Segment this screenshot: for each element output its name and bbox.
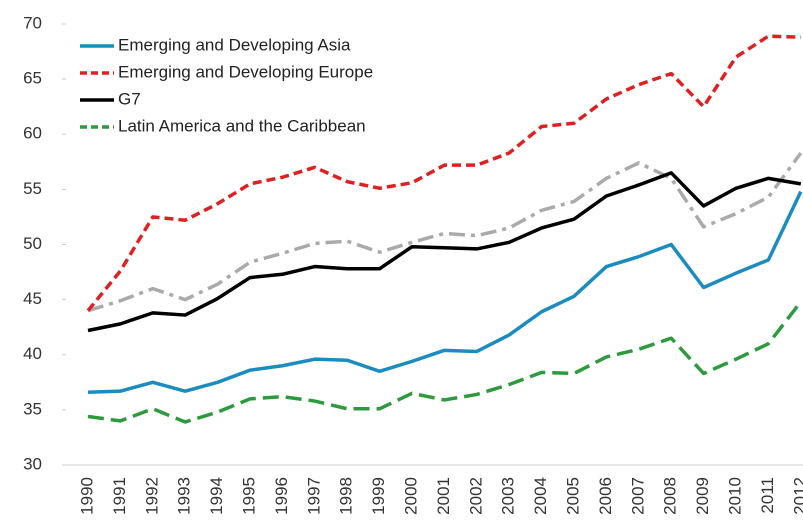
y-tick-label: 60 xyxy=(23,124,42,143)
series-line xyxy=(87,190,803,394)
x-tick-label: 1991 xyxy=(110,477,129,515)
y-tick-label: 45 xyxy=(23,289,42,308)
x-tick-label: 1993 xyxy=(175,477,194,515)
x-tick-label: 2000 xyxy=(401,477,420,515)
x-tick-label: 1995 xyxy=(239,477,258,515)
series-line xyxy=(87,171,802,333)
legend-label: G7 xyxy=(118,89,141,108)
x-tick-label: 2011 xyxy=(758,477,777,514)
x-tick-label: 2007 xyxy=(628,477,647,515)
x-tick-label: 1990 xyxy=(77,477,96,515)
x-tick-label: 1999 xyxy=(369,477,388,515)
x-tick-label: 2005 xyxy=(563,477,582,515)
x-tick-label: 1992 xyxy=(142,477,161,515)
legend-label: Emerging and Developing Asia xyxy=(118,35,351,54)
y-tick-label: 55 xyxy=(23,179,42,198)
x-tick-label: 2001 xyxy=(434,477,453,515)
x-tick-label: 1994 xyxy=(207,477,226,515)
x-tick-label: 1996 xyxy=(272,477,291,515)
legend-label: Emerging and Developing Europe xyxy=(118,62,373,81)
x-tick-label: 2008 xyxy=(661,477,680,515)
x-tick-label: 2012 xyxy=(790,477,803,515)
x-tick-label: 2003 xyxy=(499,477,518,515)
legend-label: Latin America and the Caribbean xyxy=(118,116,366,135)
x-tick-label: 1997 xyxy=(304,477,323,515)
x-tick-label: 1998 xyxy=(337,477,356,515)
y-tick-label: 40 xyxy=(23,344,42,363)
x-tick-label: 2002 xyxy=(466,477,485,515)
x-tick-label: 2010 xyxy=(725,477,744,515)
y-tick-label: 70 xyxy=(23,13,42,32)
x-tick-label: 2009 xyxy=(693,477,712,515)
series-line xyxy=(87,151,803,313)
y-tick-label: 50 xyxy=(23,234,42,253)
series-line xyxy=(86,34,801,312)
y-tick-label: 65 xyxy=(23,69,42,88)
x-tick-label: 2006 xyxy=(596,477,615,515)
y-tick-label: 30 xyxy=(23,454,42,473)
series-line xyxy=(87,300,803,424)
y-tick-label: 35 xyxy=(23,399,42,418)
x-tick-label: 2004 xyxy=(531,477,550,515)
